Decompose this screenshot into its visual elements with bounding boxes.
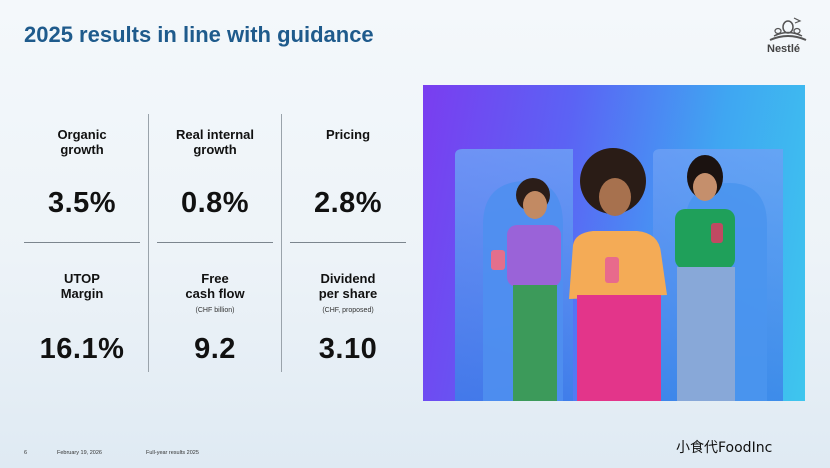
kpi-utop-margin: UTOP Margin 16.1% bbox=[16, 271, 148, 366]
row-divider bbox=[24, 242, 140, 243]
footer-date: February 19, 2026 bbox=[57, 450, 102, 456]
three-women-with-drink-cans-illustration bbox=[455, 148, 783, 401]
kpi-sublabel: (CHF, proposed) bbox=[322, 307, 374, 314]
nestle-logo bbox=[764, 14, 812, 66]
kpi-label: Organic growth bbox=[57, 127, 107, 157]
kpi-real-internal-growth: Real internal growth 0.8% bbox=[149, 127, 281, 220]
column-divider bbox=[148, 114, 149, 372]
kpi-grid: Organic growth 3.5% Real internal growth… bbox=[0, 110, 420, 380]
row-divider bbox=[290, 242, 406, 243]
campaign-photo bbox=[423, 85, 805, 401]
kpi-value: 16.1% bbox=[39, 333, 125, 365]
kpi-label: Real internal growth bbox=[175, 127, 255, 157]
kpi-value: 3.5% bbox=[47, 187, 117, 219]
kpi-label: UTOP Margin bbox=[60, 271, 104, 301]
kpi-label: Pricing bbox=[325, 127, 371, 142]
kpi-free-cash-flow: Free cash flow (CHF billion) 9.2 bbox=[149, 271, 281, 366]
kpi-pricing: Pricing 2.8% bbox=[282, 127, 414, 220]
kpi-sublabel bbox=[16, 307, 148, 315]
slide-title: 2025 results in line with guidance bbox=[24, 22, 374, 47]
kpi-sublabel bbox=[16, 163, 148, 171]
kpi-value: 2.8% bbox=[313, 187, 383, 219]
kpi-value: 0.8% bbox=[180, 187, 250, 219]
kpi-value: 9.2 bbox=[194, 333, 236, 365]
page-number: 6 bbox=[24, 450, 28, 456]
kpi-sublabel bbox=[149, 163, 281, 171]
footer-document-title: Full-year results 2025 bbox=[146, 450, 199, 456]
kpi-label: Dividend per share bbox=[318, 271, 378, 301]
logo-wordmark: Nestlé bbox=[767, 43, 801, 55]
kpi-organic-growth: Organic growth 3.5% bbox=[16, 127, 148, 220]
kpi-sublabel bbox=[282, 163, 414, 171]
kpi-label: Free cash flow bbox=[185, 271, 245, 301]
watermark: 小食代FoodInc bbox=[676, 440, 773, 456]
column-divider bbox=[281, 114, 282, 372]
kpi-value: 3.10 bbox=[318, 333, 378, 365]
nest-birds-icon bbox=[769, 17, 807, 41]
kpi-sublabel: (CHF billion) bbox=[195, 307, 235, 314]
kpi-dividend-per-share: Dividend per share (CHF, proposed) 3.10 bbox=[282, 271, 414, 366]
row-divider bbox=[157, 242, 273, 243]
